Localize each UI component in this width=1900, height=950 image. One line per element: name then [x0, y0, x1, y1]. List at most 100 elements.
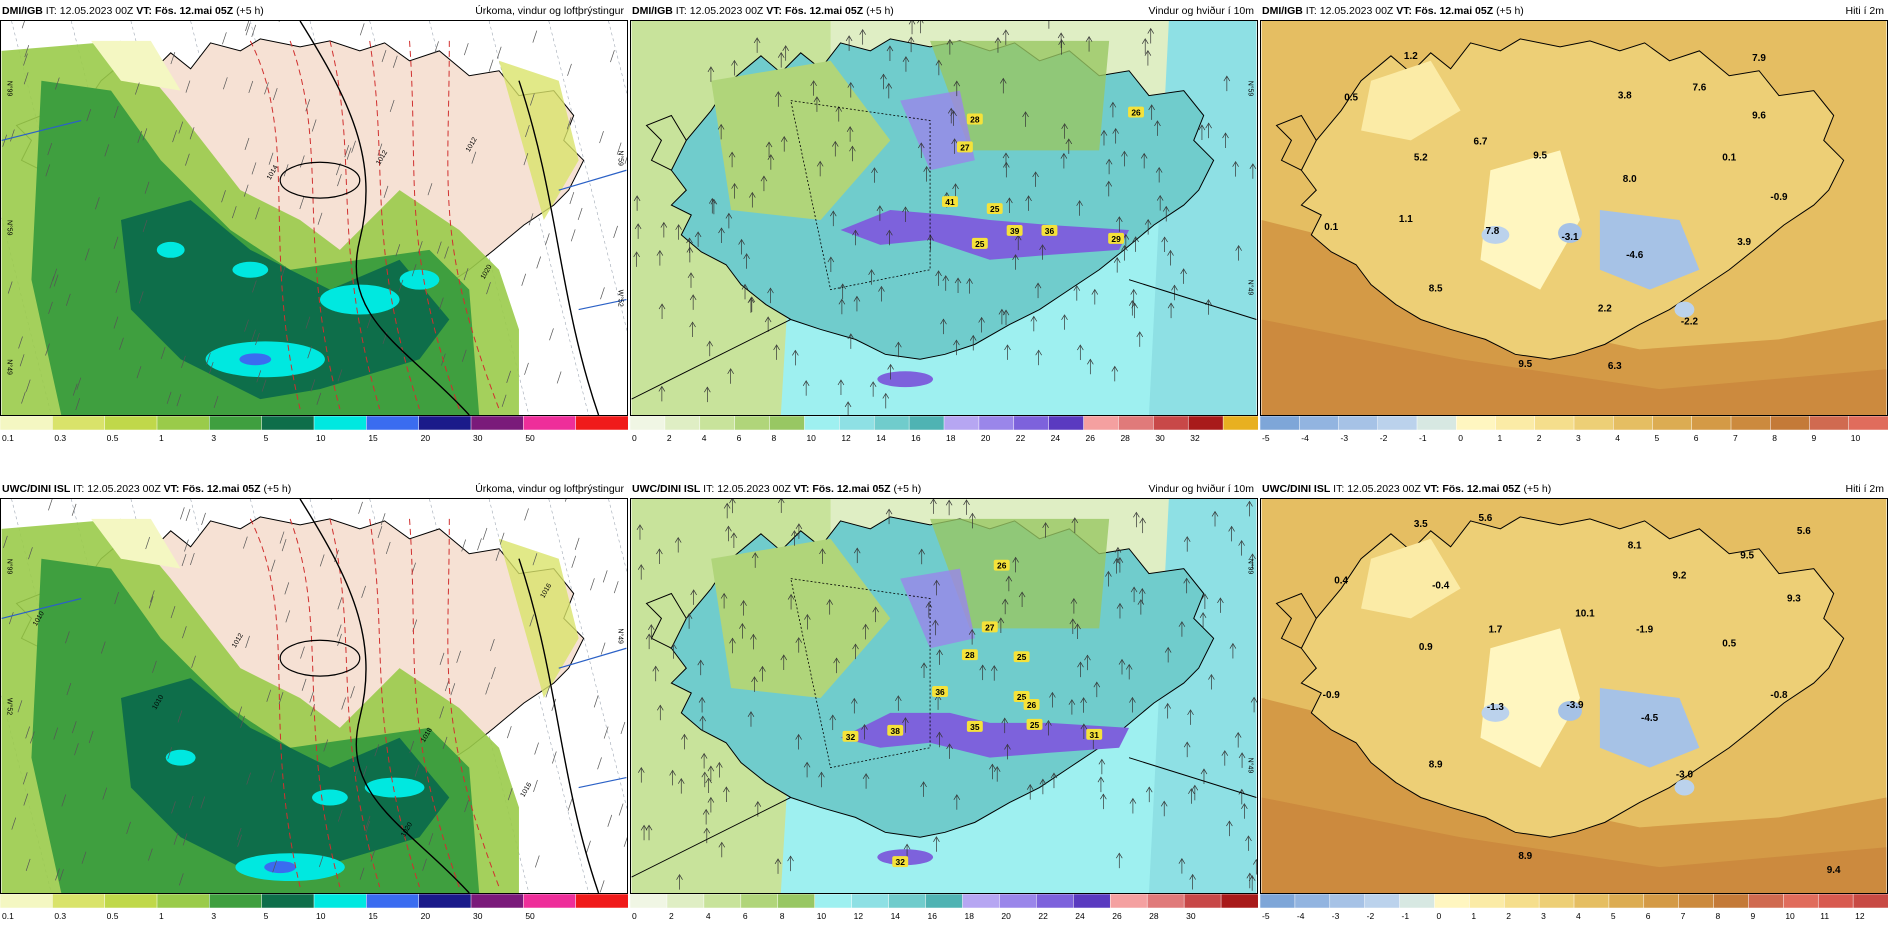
wind-barb	[178, 873, 184, 886]
temperature-label: 3.9	[1737, 237, 1751, 248]
wind-barb	[251, 162, 257, 175]
temperature-label: 9.5	[1518, 359, 1532, 370]
wind-barb	[461, 539, 466, 552]
wind-arrow	[917, 142, 925, 158]
wind-barb	[361, 585, 366, 598]
wind-arrow	[935, 59, 943, 76]
colorbar-swatch	[1048, 416, 1085, 431]
wind-barb	[299, 196, 305, 210]
isobar-low	[279, 639, 361, 677]
colorbar-tick-label: 1	[1498, 433, 1503, 443]
temperature-label: 9.6	[1752, 111, 1766, 122]
wind-arrow	[703, 827, 711, 844]
wind-arrow	[1132, 236, 1139, 252]
map-panel-precip: DMI/IGB IT: 12.05.2023 00Z VT: Fös. 12.m…	[0, 0, 628, 450]
wind-arrow	[845, 35, 853, 51]
temperature-label: 5.6	[1479, 513, 1493, 524]
wind-barb	[201, 512, 206, 525]
colorbar-swatch	[1338, 416, 1379, 431]
colorbar-swatch	[1183, 894, 1222, 909]
colorbar-legend: 0 2 4 6 8 10 12 14 16 18 20 22 24 26 28 30	[630, 894, 1258, 928]
wind-barb	[524, 508, 529, 521]
wind-arrow	[1248, 875, 1256, 891]
graticule-label: N°59	[6, 220, 14, 236]
wind-arrow	[940, 318, 947, 335]
wind-arrow	[1077, 344, 1084, 361]
wind-barb	[261, 379, 267, 392]
wind-arrow	[935, 270, 942, 286]
wind-arrow	[637, 564, 645, 580]
colorbar-swatch	[1538, 894, 1575, 909]
svg-text:25: 25	[975, 239, 985, 249]
wind-arrow	[951, 138, 958, 154]
wind-barb	[243, 536, 248, 549]
wind-arrow	[1141, 38, 1149, 54]
wind-arrow	[1138, 587, 1146, 604]
panel-header: UWC/DINI ISL IT: 12.05.2023 00Z VT: Fös.…	[632, 482, 1254, 496]
colorbar-swatch	[0, 894, 54, 909]
wind-barb	[181, 553, 187, 567]
wind-barb	[409, 740, 415, 754]
wind-barb	[66, 683, 72, 696]
colorbar-swatch	[1713, 894, 1750, 909]
wind-arrow	[954, 277, 962, 294]
colorbar-swatch	[908, 416, 945, 431]
graticule-label: N°99	[6, 559, 14, 575]
wind-barb	[552, 751, 557, 764]
colorbar-tick-label: 30	[1155, 433, 1165, 443]
wind-barb	[2, 134, 7, 147]
wind-arrow	[753, 37, 761, 53]
svg-text:38: 38	[891, 726, 901, 736]
panel-header: UWC/DINI ISL IT: 12.05.2023 00Z VT: Fös.…	[1262, 482, 1884, 496]
wind-barb	[246, 772, 251, 785]
initial-time: 12.05.2023 00Z	[1319, 5, 1394, 17]
wind-barb	[620, 721, 626, 735]
wind-barb	[84, 248, 90, 261]
wind-barb	[189, 127, 195, 140]
wind-barb	[222, 32, 227, 45]
precip-area-trace	[499, 538, 579, 698]
wind-arrow	[994, 37, 1002, 53]
gust-label: 32	[842, 730, 859, 742]
wind-arrow	[1045, 719, 1052, 736]
colorbar-tick-label: 32	[1190, 433, 1200, 443]
temperature-label: -3.0	[1676, 770, 1694, 781]
wind-barb	[8, 612, 14, 625]
wind-arrow	[907, 36, 915, 53]
wind-barb	[300, 155, 305, 168]
temperature-label: 7.6	[1692, 83, 1706, 94]
wind-barb	[485, 682, 490, 695]
wind-arrow	[1004, 344, 1011, 360]
gust-label: 25	[986, 203, 1003, 214]
svg-text:25: 25	[1030, 720, 1040, 730]
temperature-area-cold	[1558, 222, 1582, 243]
graticule-line	[631, 797, 792, 878]
gust-label: 25	[1026, 718, 1043, 730]
wind-barb	[71, 721, 77, 734]
wind-arrow	[1042, 522, 1049, 538]
precip-core	[165, 749, 196, 766]
grid-line	[548, 499, 627, 810]
wind-arrow	[751, 552, 759, 568]
wind-arrow	[1183, 741, 1191, 758]
wind-arrow	[1131, 302, 1138, 319]
valid-time: Fös. 12.mai 05Z	[812, 483, 891, 495]
colorbar-tick-label: 0.1	[2, 911, 14, 921]
colorbar-tick-label: 8	[780, 911, 785, 921]
wind-barb	[272, 88, 278, 101]
colorbar-swatch	[52, 894, 106, 909]
graticule-line	[1128, 757, 1257, 798]
map-view: 28 27 41 25 39 25 36 29 26 N°59 N°49	[630, 20, 1258, 416]
wind-arrow	[831, 140, 839, 157]
precip-area-trace	[91, 40, 181, 91]
wind-barb	[610, 50, 615, 63]
colorbar-swatch	[630, 416, 666, 431]
svg-text:25: 25	[990, 204, 1000, 214]
wind-arrow	[1171, 284, 1178, 301]
wind-barb	[280, 266, 286, 279]
wind-arrow	[816, 160, 824, 177]
colorbar-tick-label: 12	[841, 433, 851, 443]
wind-arrow	[833, 657, 840, 674]
wind-barb	[176, 394, 182, 407]
colorbar-swatch	[1817, 894, 1854, 909]
